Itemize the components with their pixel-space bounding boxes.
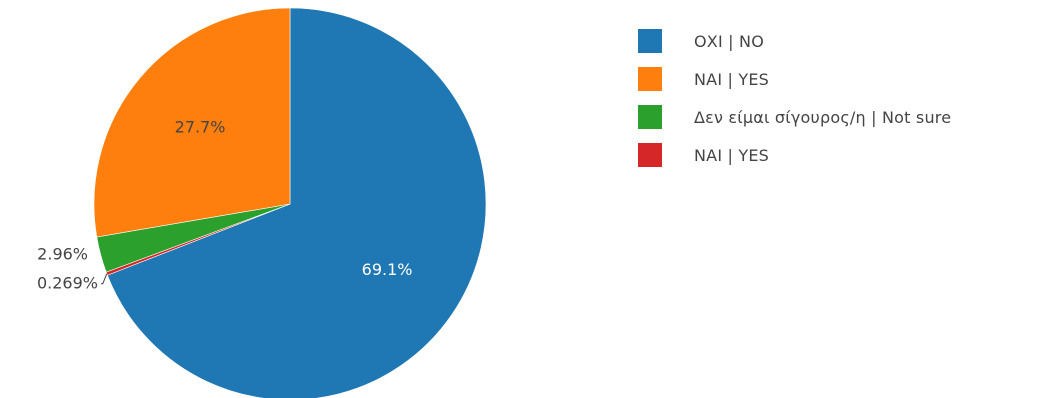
- slice-value-label-3: 27.7%: [175, 118, 226, 137]
- legend-item-nai-yes-2[interactable]: NAI | YES: [638, 136, 1048, 174]
- legend-label: NAI | YES: [694, 145, 770, 165]
- legend-swatch-icon: [638, 29, 662, 53]
- legend-item-oxi-no[interactable]: ΟΧΙ | NO: [638, 22, 1048, 60]
- pie-chart-svg: 69.1% 27.7% 2.96% 0.269%: [37, 7, 487, 398]
- legend: ΟΧΙ | NO ΝΑΙ | YES Δεν είμαι σίγουρος/η …: [638, 22, 1048, 174]
- legend-swatch-icon: [638, 143, 662, 167]
- legend-swatch-icon: [638, 105, 662, 129]
- slice-value-label-1: 0.269%: [37, 274, 98, 293]
- slice-value-label-0: 69.1%: [362, 260, 413, 279]
- legend-label: ΝΑΙ | YES: [694, 69, 770, 89]
- slice-leader-line: [101, 273, 108, 285]
- legend-label: Δεν είμαι σίγουρος/η | Not sure: [694, 107, 952, 127]
- pie-slice-0[interactable]: [107, 7, 487, 398]
- legend-item-nai-yes[interactable]: ΝΑΙ | YES: [638, 60, 1048, 98]
- legend-item-not-sure[interactable]: Δεν είμαι σίγουρος/η | Not sure: [638, 98, 1048, 136]
- pie-slice-3[interactable]: [93, 7, 291, 238]
- slice-value-label-2: 2.96%: [37, 245, 88, 264]
- legend-swatch-icon: [638, 67, 662, 91]
- legend-label: ΟΧΙ | NO: [694, 31, 764, 51]
